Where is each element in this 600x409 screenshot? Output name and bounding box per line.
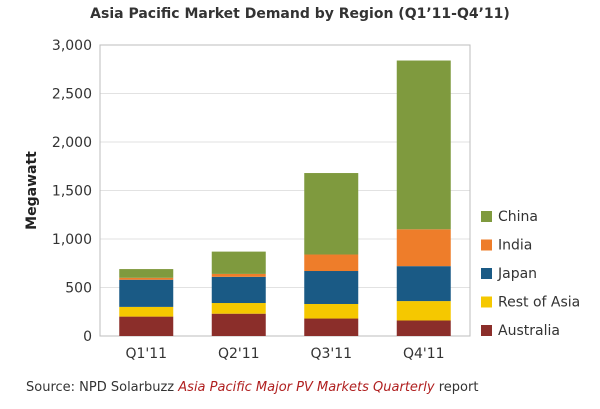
- legend-label: Japan: [497, 266, 537, 282]
- bar-japan: [396, 266, 451, 302]
- legend-swatch: [481, 239, 492, 251]
- bar-china: [304, 173, 359, 255]
- legend-label: Australia: [498, 323, 560, 339]
- y-tick-label: 3,000: [52, 38, 92, 54]
- legend-swatch: [481, 296, 492, 308]
- bar-china: [211, 251, 266, 274]
- bar-india: [396, 229, 451, 267]
- x-tick-label: Q2'11: [218, 346, 260, 362]
- y-tick-label: 2,000: [52, 135, 92, 151]
- bar-china: [396, 60, 451, 230]
- legend-swatch: [481, 325, 492, 336]
- plot-frame: [99, 44, 471, 337]
- y-tick-label: 1,000: [52, 232, 92, 248]
- x-tick-label: Q1'11: [125, 346, 167, 362]
- bar-india: [211, 273, 266, 277]
- bar-australia: [304, 318, 359, 336]
- legend-label: Rest of Asia: [498, 295, 580, 311]
- bar-japan: [304, 271, 359, 304]
- source-report-name: Asia Pacific Major PV Markets Quarterly: [178, 380, 435, 395]
- x-tick-label: Q3'11: [310, 346, 352, 362]
- y-tick-label: 0: [83, 329, 92, 345]
- bar-australia: [396, 320, 451, 336]
- bar-india: [119, 277, 174, 280]
- bar-japan: [211, 276, 266, 304]
- legend-label: India: [498, 238, 532, 254]
- x-tick-label: Q4'11: [403, 346, 445, 362]
- legend-swatch: [481, 268, 492, 279]
- y-tick-label: 500: [65, 281, 92, 297]
- legend-swatch: [481, 211, 492, 222]
- bar-rest-of-asia: [304, 303, 359, 319]
- bar-rest-of-asia: [211, 303, 266, 314]
- source-prefix: Source: NPD Solarbuzz: [26, 380, 179, 395]
- source-note: Source: NPD Solarbuzz Asia Pacific Major…: [26, 380, 478, 395]
- bar-china: [119, 269, 174, 278]
- y-tick-label: 1,500: [52, 184, 92, 200]
- bar-australia: [119, 316, 174, 336]
- bar-japan: [119, 279, 174, 307]
- chart-title: Asia Pacific Market Demand by Region (Q1…: [90, 6, 510, 22]
- y-axis-title: Megawatt: [24, 151, 40, 230]
- y-tick-label: 2,500: [52, 87, 92, 103]
- bar-rest-of-asia: [396, 301, 451, 321]
- bar-india: [304, 254, 359, 272]
- bar-australia: [211, 313, 266, 336]
- source-suffix: report: [434, 380, 479, 395]
- bar-rest-of-asia: [119, 306, 174, 317]
- legend-label: China: [498, 209, 538, 225]
